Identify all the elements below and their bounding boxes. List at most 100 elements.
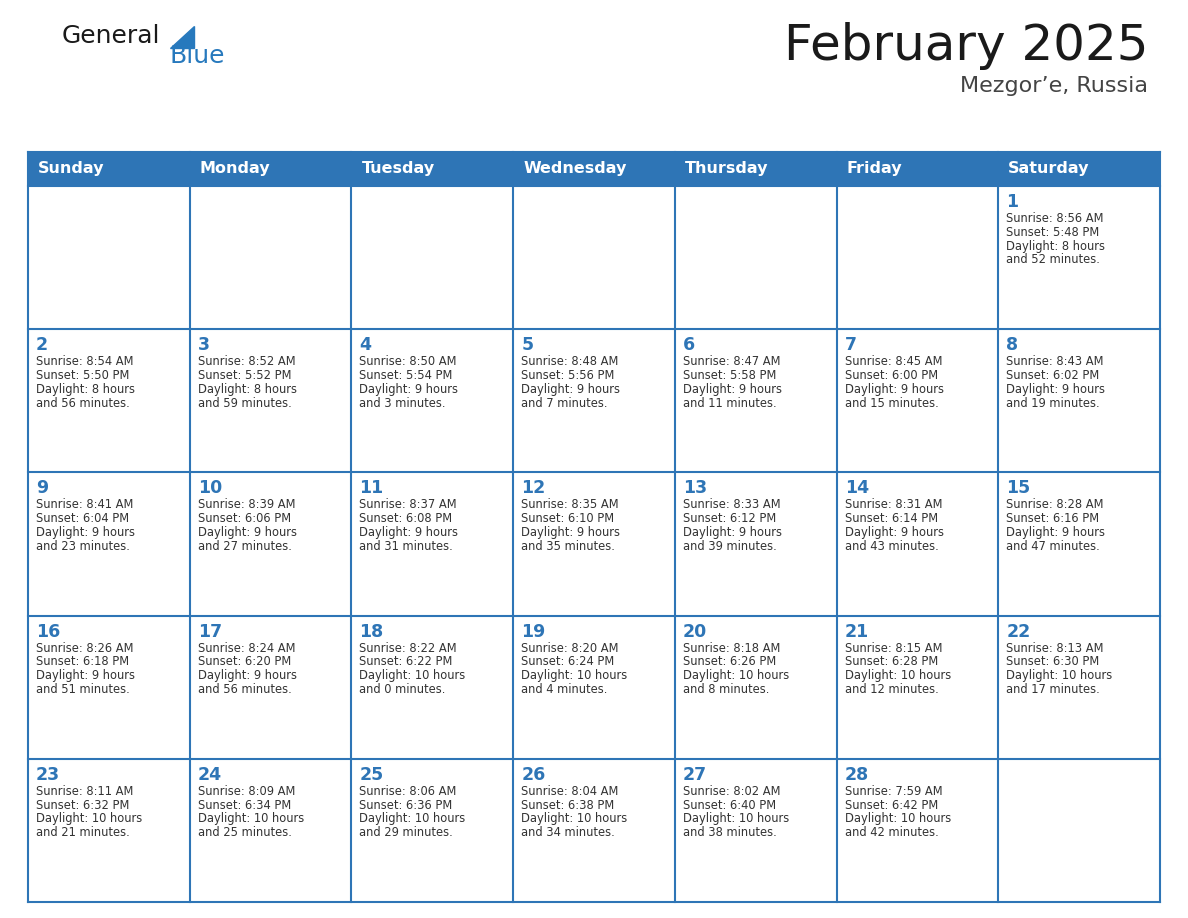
Text: Daylight: 9 hours: Daylight: 9 hours: [36, 669, 135, 682]
Text: and 11 minutes.: and 11 minutes.: [683, 397, 777, 409]
Text: 2: 2: [36, 336, 49, 354]
Text: Sunset: 6:10 PM: Sunset: 6:10 PM: [522, 512, 614, 525]
Text: Sunset: 5:58 PM: Sunset: 5:58 PM: [683, 369, 776, 382]
Bar: [998, 759, 1159, 902]
Text: Daylight: 9 hours: Daylight: 9 hours: [845, 383, 943, 396]
Bar: [675, 616, 836, 759]
Text: Sunset: 6:08 PM: Sunset: 6:08 PM: [360, 512, 453, 525]
Text: Daylight: 10 hours: Daylight: 10 hours: [522, 812, 627, 825]
Text: February 2025: February 2025: [784, 22, 1148, 70]
Text: Daylight: 9 hours: Daylight: 9 hours: [683, 526, 782, 539]
Text: Sunset: 6:34 PM: Sunset: 6:34 PM: [197, 799, 291, 812]
Text: Daylight: 10 hours: Daylight: 10 hours: [36, 812, 143, 825]
Text: Sunrise: 8:22 AM: Sunrise: 8:22 AM: [360, 642, 457, 655]
Bar: [352, 616, 513, 759]
Text: 26: 26: [522, 766, 545, 784]
Text: Sunrise: 8:09 AM: Sunrise: 8:09 AM: [197, 785, 295, 798]
Text: 13: 13: [683, 479, 707, 498]
Text: Daylight: 10 hours: Daylight: 10 hours: [683, 812, 789, 825]
Text: and 47 minutes.: and 47 minutes.: [1006, 540, 1100, 553]
Text: and 31 minutes.: and 31 minutes.: [360, 540, 453, 553]
Bar: [675, 330, 836, 473]
Text: Sunrise: 8:13 AM: Sunrise: 8:13 AM: [1006, 642, 1104, 655]
Text: and 17 minutes.: and 17 minutes.: [1006, 683, 1100, 696]
Text: and 52 minutes.: and 52 minutes.: [1006, 253, 1100, 266]
Bar: [513, 473, 675, 616]
Text: Sunrise: 8:18 AM: Sunrise: 8:18 AM: [683, 642, 781, 655]
Text: Daylight: 8 hours: Daylight: 8 hours: [197, 383, 297, 396]
Text: Sunset: 6:38 PM: Sunset: 6:38 PM: [522, 799, 614, 812]
Bar: [836, 616, 998, 759]
Text: Sunset: 6:14 PM: Sunset: 6:14 PM: [845, 512, 937, 525]
Text: and 23 minutes.: and 23 minutes.: [36, 540, 129, 553]
Text: Daylight: 8 hours: Daylight: 8 hours: [1006, 240, 1105, 252]
Text: Sunset: 5:54 PM: Sunset: 5:54 PM: [360, 369, 453, 382]
Text: Sunset: 6:18 PM: Sunset: 6:18 PM: [36, 655, 129, 668]
Bar: [836, 186, 998, 330]
Text: Sunset: 5:52 PM: Sunset: 5:52 PM: [197, 369, 291, 382]
Text: 8: 8: [1006, 336, 1018, 354]
Text: 16: 16: [36, 622, 61, 641]
Bar: [675, 186, 836, 330]
Text: Daylight: 9 hours: Daylight: 9 hours: [1006, 383, 1105, 396]
Text: Monday: Monday: [200, 162, 271, 176]
Text: Sunset: 6:02 PM: Sunset: 6:02 PM: [1006, 369, 1100, 382]
Bar: [513, 759, 675, 902]
Bar: [29, 473, 190, 616]
Text: and 25 minutes.: and 25 minutes.: [197, 826, 291, 839]
Bar: [190, 759, 352, 902]
Bar: [998, 473, 1159, 616]
Text: and 12 minutes.: and 12 minutes.: [845, 683, 939, 696]
Text: Sunrise: 7:59 AM: Sunrise: 7:59 AM: [845, 785, 942, 798]
Text: Sunrise: 8:56 AM: Sunrise: 8:56 AM: [1006, 212, 1104, 225]
Text: 27: 27: [683, 766, 707, 784]
Bar: [513, 616, 675, 759]
Text: Sunset: 6:22 PM: Sunset: 6:22 PM: [360, 655, 453, 668]
Text: and 15 minutes.: and 15 minutes.: [845, 397, 939, 409]
Text: Sunset: 6:12 PM: Sunset: 6:12 PM: [683, 512, 776, 525]
Text: and 21 minutes.: and 21 minutes.: [36, 826, 129, 839]
Text: and 39 minutes.: and 39 minutes.: [683, 540, 777, 553]
Text: 22: 22: [1006, 622, 1030, 641]
Bar: [836, 759, 998, 902]
Text: Sunrise: 8:37 AM: Sunrise: 8:37 AM: [360, 498, 457, 511]
Polygon shape: [170, 26, 194, 48]
Text: and 0 minutes.: and 0 minutes.: [360, 683, 446, 696]
Text: Sunset: 5:50 PM: Sunset: 5:50 PM: [36, 369, 129, 382]
Text: 17: 17: [197, 622, 222, 641]
Text: and 56 minutes.: and 56 minutes.: [36, 397, 129, 409]
Text: and 29 minutes.: and 29 minutes.: [360, 826, 453, 839]
Text: Thursday: Thursday: [684, 162, 769, 176]
Text: Daylight: 9 hours: Daylight: 9 hours: [1006, 526, 1105, 539]
Bar: [352, 473, 513, 616]
Text: Sunrise: 8:28 AM: Sunrise: 8:28 AM: [1006, 498, 1104, 511]
Text: Sunrise: 8:06 AM: Sunrise: 8:06 AM: [360, 785, 457, 798]
Bar: [513, 186, 675, 330]
Text: Sunrise: 8:54 AM: Sunrise: 8:54 AM: [36, 355, 133, 368]
Text: Daylight: 9 hours: Daylight: 9 hours: [522, 526, 620, 539]
Text: Daylight: 9 hours: Daylight: 9 hours: [360, 383, 459, 396]
Text: Sunrise: 8:02 AM: Sunrise: 8:02 AM: [683, 785, 781, 798]
Text: Daylight: 10 hours: Daylight: 10 hours: [1006, 669, 1112, 682]
Text: Daylight: 9 hours: Daylight: 9 hours: [360, 526, 459, 539]
Text: 21: 21: [845, 622, 868, 641]
Text: Sunset: 6:06 PM: Sunset: 6:06 PM: [197, 512, 291, 525]
Bar: [190, 473, 352, 616]
Text: and 7 minutes.: and 7 minutes.: [522, 397, 607, 409]
Text: Sunset: 6:24 PM: Sunset: 6:24 PM: [522, 655, 614, 668]
Bar: [998, 186, 1159, 330]
Text: Sunrise: 8:45 AM: Sunrise: 8:45 AM: [845, 355, 942, 368]
Text: 28: 28: [845, 766, 868, 784]
Text: Daylight: 9 hours: Daylight: 9 hours: [845, 526, 943, 539]
Text: Sunrise: 8:11 AM: Sunrise: 8:11 AM: [36, 785, 133, 798]
Bar: [29, 759, 190, 902]
Bar: [190, 616, 352, 759]
Text: Sunrise: 8:31 AM: Sunrise: 8:31 AM: [845, 498, 942, 511]
Bar: [836, 473, 998, 616]
Text: Sunrise: 8:04 AM: Sunrise: 8:04 AM: [522, 785, 619, 798]
Text: Sunset: 6:32 PM: Sunset: 6:32 PM: [36, 799, 129, 812]
Text: 12: 12: [522, 479, 545, 498]
Text: 10: 10: [197, 479, 222, 498]
Bar: [352, 186, 513, 330]
Text: 25: 25: [360, 766, 384, 784]
